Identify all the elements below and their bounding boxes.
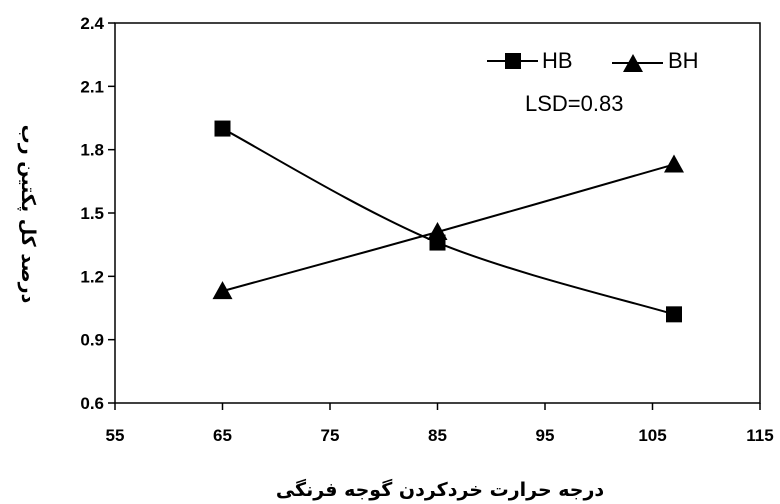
x-tick-label: 75 [321, 426, 340, 445]
legend-label-bh: BH [668, 48, 699, 73]
legend-marker-hb [505, 53, 521, 69]
y-tick-label: 1.8 [80, 141, 104, 160]
data-point-bh [427, 222, 448, 240]
y-tick-label: 0.9 [80, 331, 104, 350]
plot-frame [114, 22, 761, 404]
x-tick-label: 105 [638, 426, 666, 445]
x-tick-label: 55 [106, 426, 125, 445]
data-point-hb [666, 306, 682, 323]
lsd-annotation: LSD=0.83 [525, 91, 623, 116]
y-tick-label: 1.2 [80, 267, 104, 286]
y-tick-label: 2.4 [80, 14, 104, 33]
legend: HB BH [487, 48, 699, 73]
series-bh [212, 154, 684, 300]
y-tick-label: 1.5 [80, 204, 104, 223]
legend-marker-bh [623, 54, 643, 72]
series-line-bh [222, 163, 675, 293]
x-tick-label: 65 [213, 426, 232, 445]
data-point-hb [214, 120, 231, 137]
x-tick-label: 115 [746, 426, 773, 445]
x-tick-label: 95 [536, 426, 555, 445]
y-axis-title: درصد کل پکتین رب [17, 125, 39, 304]
series-layer [212, 120, 684, 323]
series-hb [214, 120, 682, 323]
data-point-bh [212, 281, 233, 300]
data-point-bh [664, 154, 684, 173]
y-tick-label: 2.1 [80, 77, 104, 96]
x-tick-label: 85 [428, 426, 447, 445]
y-tick-label: 0.6 [80, 394, 104, 413]
series-line-hb [222, 127, 675, 316]
plot-axes: 55 65 75 85 95 105 115 0.6 0.9 1.2 1.5 1.8 2.1 2.4 [80, 14, 773, 445]
legend-label-hb: HB [542, 48, 573, 73]
x-axis-title: درجه حرارت خردکردن گوجه فرنگی [276, 478, 605, 501]
